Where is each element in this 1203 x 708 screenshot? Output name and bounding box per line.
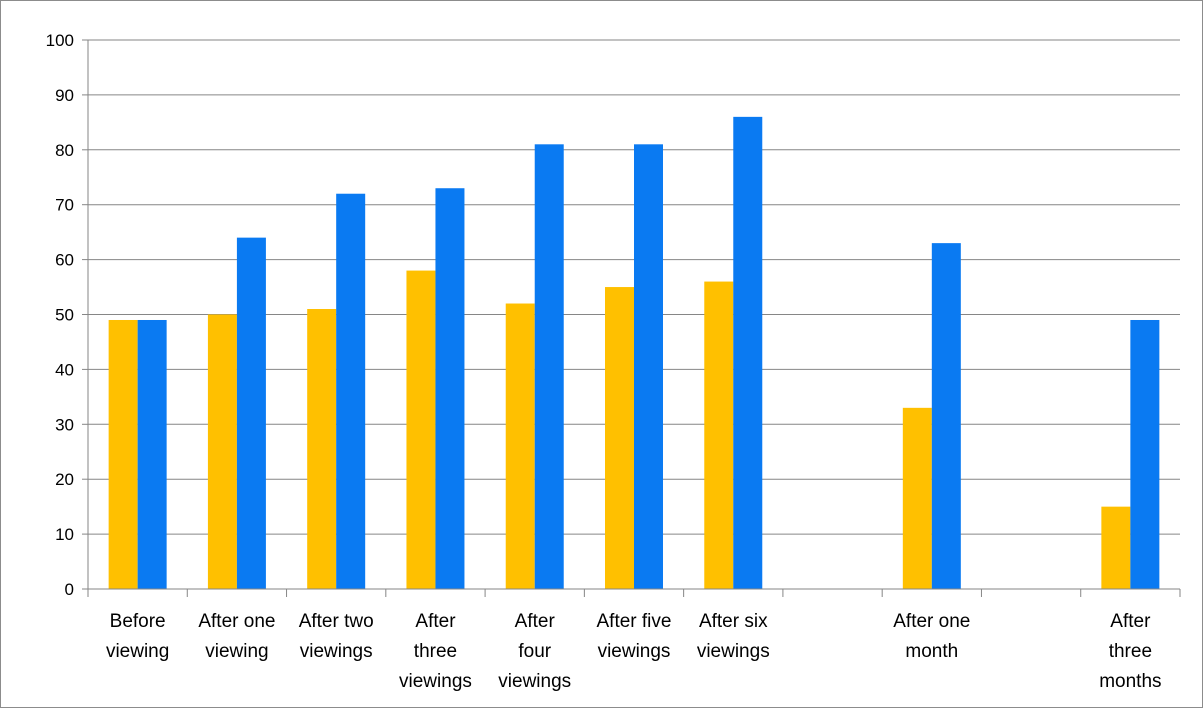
axes (82, 39, 1181, 597)
y-tick-label: 20 (55, 470, 74, 489)
x-tick-label-line: After five (597, 611, 672, 632)
x-tick-label-line: viewings (598, 641, 671, 662)
bar-series-2 (336, 193, 366, 589)
bar-series-2 (137, 319, 167, 589)
bar-series-2 (733, 116, 763, 590)
x-tick-label: Before viewing (106, 611, 169, 662)
x-tick-label-line: viewing (106, 641, 169, 662)
y-tick-labels: 0 10 20 30 40 50 60 70 80 90 100 (46, 31, 74, 599)
bar-series-1 (605, 287, 634, 589)
x-tick-label-line: After (515, 611, 556, 632)
x-tick-label-line: viewings (300, 641, 373, 662)
y-tick-label: 40 (55, 360, 74, 379)
bar-series-1 (704, 281, 734, 589)
y-tick-label: 80 (55, 141, 74, 160)
y-tick-label: 60 (55, 251, 74, 270)
x-tick-label-line: After six (699, 611, 768, 632)
x-tick-label-line: viewing (205, 641, 268, 662)
x-tick-label-line: four (518, 641, 551, 662)
x-tick-label-line: After one (198, 611, 275, 632)
x-tick-label: After five viewings (597, 611, 672, 662)
y-tick-label: 0 (65, 580, 74, 599)
x-tick-label: After three viewings (399, 611, 472, 692)
x-tick-label-line: After two (299, 611, 374, 632)
x-tick-label-line: After one (893, 611, 970, 632)
bar-series-2 (1130, 319, 1160, 589)
bar-series-1 (406, 270, 436, 589)
x-tick-label: After one viewing (198, 611, 275, 662)
bar-series-2 (931, 243, 961, 589)
x-tick-label-line: three (414, 641, 457, 662)
x-tick-label: After one month (893, 611, 970, 662)
bars (108, 116, 1160, 590)
bar-series-2 (435, 188, 465, 590)
x-tick-label-line: viewings (399, 671, 472, 692)
bar-series-1 (207, 314, 237, 589)
y-tick-label: 30 (55, 415, 74, 434)
x-tick-label-line: After (415, 611, 456, 632)
x-tick-label-line: months (1099, 671, 1161, 692)
y-tick-label: 70 (55, 196, 74, 215)
bar-series-1 (902, 407, 932, 589)
x-tick-label-line: After (1110, 611, 1151, 632)
x-tick-label: After four viewings (498, 611, 571, 692)
bar-series-2 (634, 144, 663, 589)
y-tick-label: 50 (55, 306, 74, 325)
bar-series-1 (307, 309, 337, 589)
y-tick-label: 10 (55, 525, 74, 544)
bar-series-1 (1101, 506, 1131, 589)
gridlines (88, 39, 1180, 535)
x-tick-label-line: three (1109, 641, 1152, 662)
x-tick-label: After six viewings (697, 611, 770, 662)
y-tick-label: 100 (46, 31, 74, 50)
y-tick-label: 90 (55, 86, 74, 105)
x-tick-label-line: viewings (697, 641, 770, 662)
bar-series-2 (534, 144, 564, 589)
x-tick-label-line: month (905, 641, 958, 662)
x-tick-label-line: viewings (498, 671, 571, 692)
x-tick-label-line: Before (110, 611, 166, 632)
x-tick-labels: Before viewing After one viewing After two vi… (106, 611, 1162, 692)
x-tick-label: After three months (1099, 611, 1161, 692)
x-tick-label: After two viewings (299, 611, 374, 662)
bar-series-1 (108, 319, 138, 589)
bar-series-2 (236, 237, 266, 589)
bar-series-1 (505, 303, 535, 589)
